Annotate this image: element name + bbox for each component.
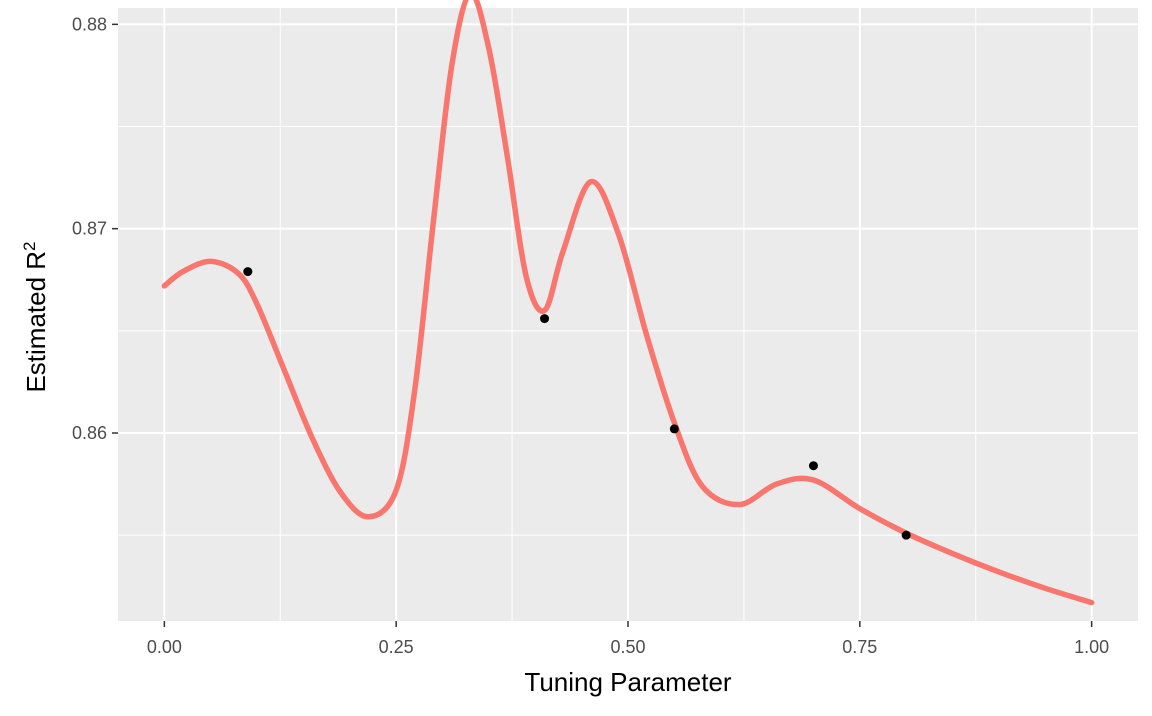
y-axis-title-superscript: 2	[20, 241, 39, 250]
data-point	[243, 267, 253, 277]
y-tick-label: 0.86	[72, 423, 107, 443]
x-tick-label: 0.25	[379, 637, 414, 657]
smooth-line	[161, 0, 1095, 606]
data-point	[808, 461, 818, 471]
series-points	[243, 267, 911, 540]
x-axis-title: Tuning Parameter	[524, 667, 731, 697]
x-tick-label: 1.00	[1074, 637, 1109, 657]
y-tick-labels: 0.86 0.87 0.88	[72, 14, 107, 443]
axis-ticks	[112, 23, 1093, 627]
y-axis-title-main: Estimated R	[21, 251, 51, 393]
data-point	[669, 424, 679, 434]
y-tick-label: 0.88	[72, 14, 107, 34]
data-point	[901, 530, 911, 540]
series-curve	[161, 0, 1095, 606]
x-tick-label: 0.50	[610, 637, 645, 657]
data-point	[540, 314, 550, 324]
x-tick-label: 0.00	[147, 637, 182, 657]
y-tick-label: 0.87	[72, 219, 107, 239]
x-tick-labels: 0.00 0.25 0.50 0.75 1.00	[147, 637, 1109, 657]
x-tick-label: 0.75	[842, 637, 877, 657]
grid-major	[118, 8, 1138, 621]
y-axis-title: Estimated R2	[20, 241, 51, 392]
